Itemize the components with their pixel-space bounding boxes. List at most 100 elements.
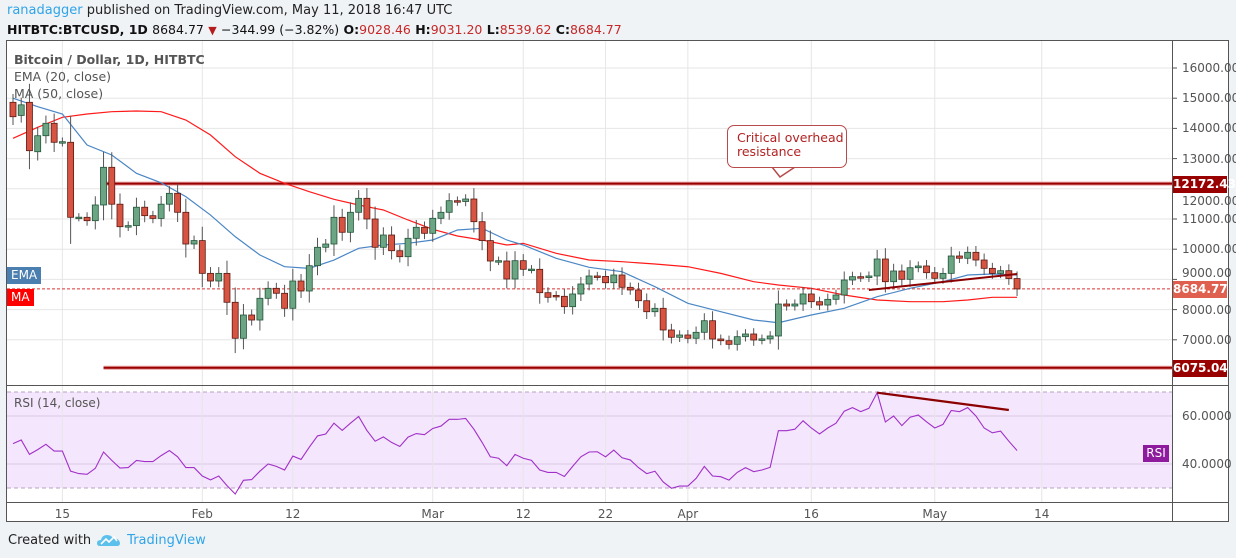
symbol-quote-line: HITBTC:BTCUSD, 1D 8684.77 ▼ −344.99 (−3.… [7, 22, 622, 37]
candle-up [305, 265, 313, 292]
candle-down [717, 338, 725, 342]
open-value: 9028.46 [359, 22, 411, 37]
rsi-trendline [877, 391, 1009, 412]
down-triangle-icon: ▼ [208, 24, 217, 37]
candle-down [149, 215, 157, 219]
price-tick-label: 9000.00 [1182, 266, 1232, 280]
candle-up [355, 197, 363, 213]
candle-down [182, 211, 190, 245]
last-price-tag: 8684.77 [1173, 281, 1228, 298]
candle-down [552, 295, 560, 298]
candle-up [890, 270, 898, 283]
candle-up [700, 320, 708, 333]
candle-down [544, 292, 552, 298]
tradingview-link[interactable]: TradingView [127, 532, 206, 548]
candle-up [791, 303, 799, 307]
candle-up [840, 279, 848, 296]
legend-ema[interactable]: EMA (20, close) [14, 69, 112, 84]
ema-line [12, 97, 1018, 324]
time-tick-label: Mar [421, 507, 445, 521]
price-tick-label: 11000.00 [1182, 212, 1236, 226]
high-value: 9031.20 [430, 22, 483, 37]
candle-down [923, 265, 930, 274]
time-tick-label: May [922, 507, 948, 521]
candle-up [766, 335, 774, 340]
candle-up [832, 294, 840, 300]
candle-down [783, 303, 791, 307]
candle-up [100, 166, 107, 206]
candle-down [281, 292, 288, 309]
resistance-callout[interactable]: Critical overhead resistance [727, 125, 847, 168]
candle-down [108, 166, 116, 205]
candle-down [50, 122, 58, 143]
candle-down [816, 301, 823, 306]
low-label: L: [486, 22, 500, 37]
price-tick-label: 12000.00 [1182, 194, 1236, 208]
candle-up [799, 293, 807, 305]
candle-down [898, 270, 906, 280]
candle-up [91, 204, 99, 222]
candle-down [684, 334, 692, 339]
candle-down [593, 275, 601, 278]
time-tick-label: 14 [1034, 507, 1050, 521]
candle-up [733, 336, 741, 345]
price-tick-label: 7000.00 [1182, 332, 1232, 347]
candle-down [338, 216, 346, 233]
candle-up [256, 297, 264, 321]
candle-up [379, 234, 387, 248]
candle-down [626, 286, 634, 291]
candle-up [240, 314, 247, 339]
candle-up [528, 268, 535, 272]
candle-up [347, 211, 354, 233]
high-label: H: [415, 22, 431, 37]
candle-down [231, 301, 239, 339]
candle-up [758, 338, 766, 341]
candle-down [207, 272, 214, 282]
rsi-tick-label: 40.0000 [1182, 457, 1232, 471]
candle-down [1013, 278, 1021, 290]
candle-up [824, 298, 832, 306]
candle-down [248, 314, 256, 321]
price-tick-label: 13000.00 [1182, 151, 1236, 166]
price-tick-label: 10000.00 [1182, 242, 1236, 257]
close-label: C: [555, 22, 570, 37]
candle-up [906, 267, 914, 280]
candle-down [988, 267, 996, 274]
candle-up [610, 274, 618, 284]
ema-tag: EMA [7, 267, 42, 284]
rsi-tag: RSI [1143, 445, 1169, 462]
candle-up [997, 270, 1004, 274]
legend-title: Bitcoin / Dollar, 1D, HITBTC [14, 52, 205, 67]
candle-down [198, 240, 206, 274]
candle-down [297, 280, 305, 292]
candle-up [692, 331, 700, 339]
candle-up [849, 276, 856, 281]
candle-down [9, 101, 17, 118]
candle-up [157, 203, 165, 219]
candle-down [26, 101, 33, 152]
time-tick-label: Feb [191, 507, 213, 521]
time-tick-label: 16 [803, 507, 819, 521]
tradingview-cloud-icon [97, 535, 121, 546]
candle-down [750, 333, 758, 341]
price-tick-label: 14000.00 [1182, 121, 1236, 136]
candle-down [536, 268, 544, 294]
candle-down [972, 251, 980, 261]
candle-up [873, 258, 881, 277]
candle-down [141, 206, 149, 217]
price-tick-label: 15000.00 [1182, 91, 1236, 106]
legend-ma[interactable]: MA (50, close) [14, 86, 104, 101]
candle-up [133, 206, 140, 227]
candle-up [445, 200, 453, 213]
candle-down [223, 272, 231, 303]
author-link[interactable]: ranadagger [7, 3, 83, 18]
candle-down [396, 250, 404, 258]
candle-down [272, 287, 280, 294]
candle-down [363, 197, 371, 220]
candle-up [289, 280, 297, 309]
created-with-text: Created with [8, 532, 92, 548]
legend-rsi[interactable]: RSI (14, close) [14, 396, 101, 410]
close-value: 8684.77 [569, 22, 622, 37]
candle-down [602, 275, 609, 284]
